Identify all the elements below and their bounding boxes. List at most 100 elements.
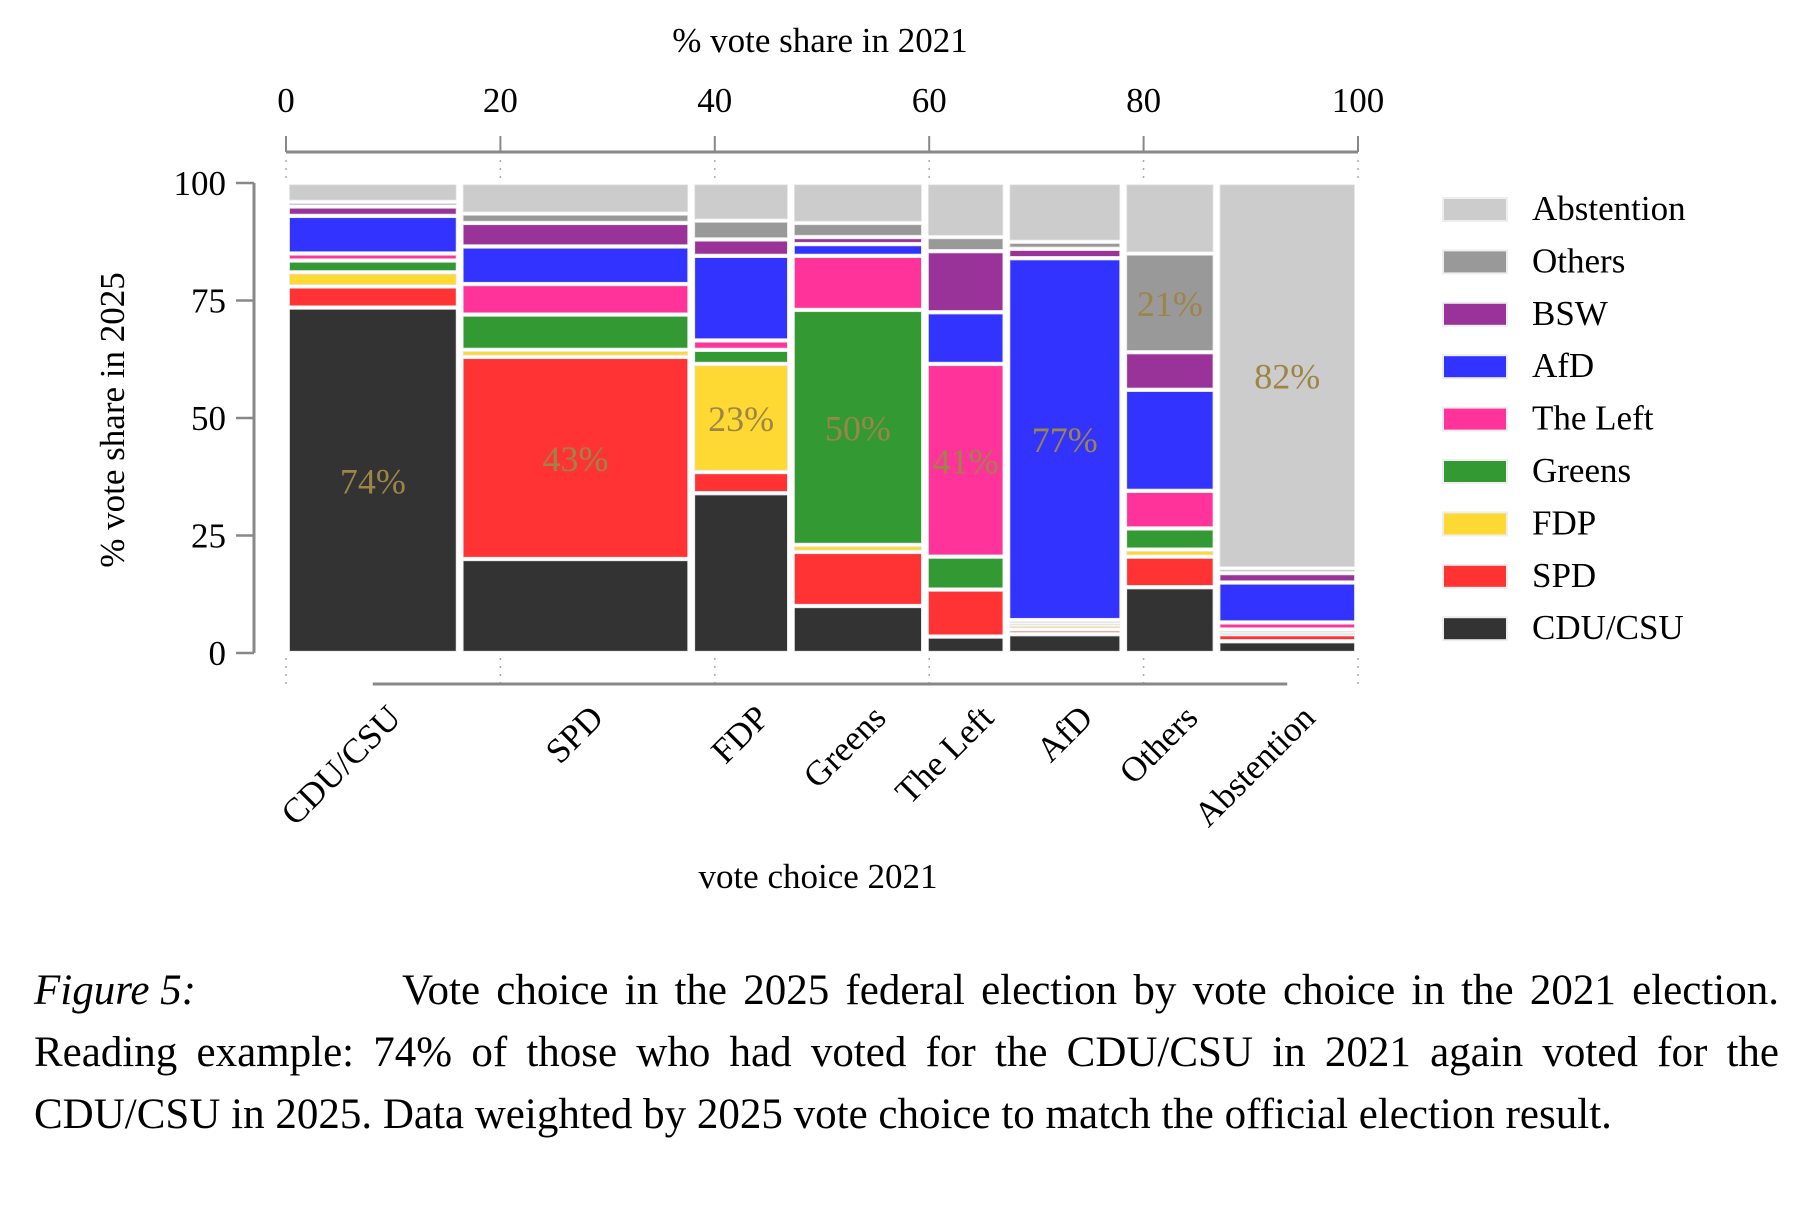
top-tick-label: 80 [1126,81,1161,120]
column-afd [1009,184,1121,652]
legend-item-cdu-csu: CDU/CSU [1442,608,1684,647]
segment-others-greens [1126,529,1214,549]
segment-spd-the-left [462,285,689,314]
segment-the-left-the-left [928,365,1004,556]
segment-spd-afd [462,247,689,283]
segment-cdu-csu-afd [289,217,457,253]
column-abstention [1219,184,1355,652]
segment-fdp-abstention [694,184,788,220]
segment-the-left-others [928,238,1004,250]
segment-spd-fdp [462,351,689,356]
segment-afd-others [1009,243,1121,248]
segment-the-left-abstention [928,184,1004,236]
segment-the-left-spd [928,590,1004,636]
column-greens [794,184,922,652]
legend-label: FDP [1532,503,1596,542]
segment-abstention-fdp [1219,633,1355,635]
segment-cdu-csu-cdu-csu [289,308,457,652]
legend-item-fdp: FDP [1442,503,1596,542]
column-fdp [694,184,788,652]
top-tick-label: 100 [1332,81,1385,120]
segment-cdu-csu-greens [289,261,457,271]
y-axis-title: % vote share in 2025 [93,272,132,567]
segment-others-abstention [1126,184,1214,253]
segment-cdu-csu-the-left [289,254,457,260]
legend-swatch [1442,354,1508,380]
segment-others-afd [1126,391,1214,490]
legend-swatch [1442,511,1508,537]
segment-afd-fdp [1009,626,1121,629]
column-cdu-csu [289,184,457,652]
legend-label: SPD [1532,556,1596,595]
segment-cdu-csu-spd [289,287,457,307]
legend-swatch [1442,459,1508,484]
segment-greens-abstention [794,184,922,222]
legend-item-abstention: Abstention [1442,189,1686,228]
legend-item-spd: SPD [1442,556,1596,595]
segment-spd-abstention [462,184,689,213]
legend-label: Others [1532,241,1625,280]
x-tick-label-others: Others [1112,698,1206,792]
legend-item-afd: AfD [1442,346,1594,385]
segment-the-left-bsw [928,252,1004,311]
top-tick-label: 0 [277,81,295,120]
segment-fdp-greens [694,351,788,363]
legend-item-greens: Greens [1442,451,1631,490]
segment-greens-the-left [794,257,922,309]
legend-label: The Left [1532,399,1654,438]
legend-item-bsw: BSW [1442,294,1608,333]
y-tick-label: 100 [174,164,227,203]
segment-greens-bsw [794,238,922,243]
segment-label-spd: 43% [542,439,608,479]
segment-greens-greens [794,311,922,544]
segment-afd-cdu-csu [1009,635,1121,652]
segment-fdp-cdu-csu [694,494,788,652]
segment-label-others: 21% [1137,284,1203,324]
legend-label: Abstention [1532,189,1686,228]
y-tick-label: 50 [191,399,226,438]
legend-label: Greens [1532,451,1631,490]
top-tick-label: 40 [697,81,732,120]
segment-fdp-afd [694,257,788,340]
segment-abstention-bsw [1219,574,1355,582]
x-tick-label-fdp: FDP [704,698,777,771]
legend-swatch [1442,301,1508,327]
segment-others-the-left [1126,492,1214,528]
segment-label-afd: 77% [1032,420,1098,460]
segment-others-fdp [1126,550,1214,556]
segment-afd-the-left [1009,621,1121,624]
segment-greens-spd [794,553,922,605]
segment-fdp-others [694,221,788,239]
segment-afd-bsw [1009,250,1121,257]
legend-item-the-left: The Left [1442,399,1654,438]
segment-afd-afd [1009,259,1121,619]
top-tick-label: 20 [483,81,518,120]
y-tick-label: 75 [191,282,226,321]
segment-cdu-csu-bsw [289,207,457,215]
segment-abstention-spd [1219,635,1355,640]
segment-cdu-csu-abstention [289,184,457,201]
figure-label: Figure 5: [34,967,197,1014]
legend-label: AfD [1532,346,1594,385]
segment-abstention-cdu-csu [1219,642,1355,652]
caption-text: Vote choice in the 2025 federal election… [34,967,1779,1138]
segment-fdp-the-left [694,341,788,349]
x-tick-label-the-left: The Left [888,698,1002,812]
mosaic-chart: % vote share in 2021 0 20 40 60 80 100 0 25 50 7… [93,21,1686,896]
segment-spd-spd [462,358,689,558]
top-x-axis: 0 20 40 60 80 100 [277,81,1384,690]
segment-cdu-csu-fdp [289,273,457,286]
x-tick-label-cdu-csu: CDU/CSU [273,698,408,833]
column-others [1126,184,1214,652]
segment-abstention-afd [1219,583,1355,622]
segment-abstention-greens [1219,630,1355,633]
x-tick-label-spd: SPD [538,698,611,771]
segment-spd-cdu-csu [462,560,689,652]
column-spd [462,184,689,652]
y-tick-label: 0 [209,634,227,673]
segment-abstention-the-left [1219,623,1355,629]
legend-label: CDU/CSU [1532,608,1684,647]
legend-swatch [1442,406,1508,432]
x-tick-label-afd: AfD [1029,698,1101,770]
